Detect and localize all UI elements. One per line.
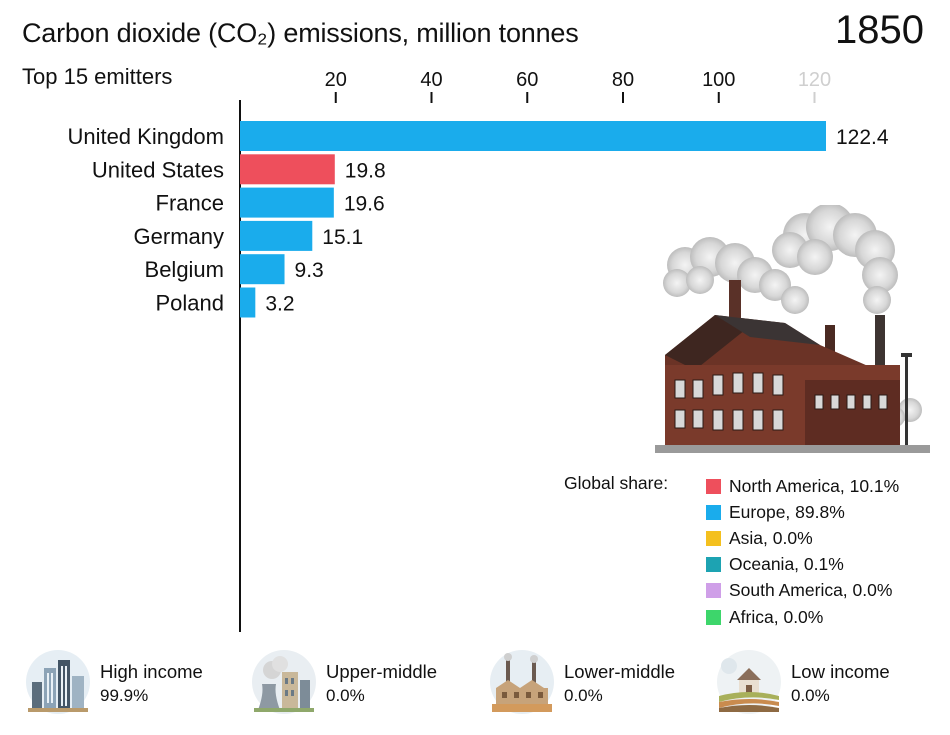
data-label: 19.8 — [345, 159, 386, 182]
legend-swatch — [706, 583, 721, 599]
category-label: United Kingdom — [67, 124, 224, 149]
city-skyline-icon — [26, 650, 90, 714]
bar — [240, 187, 334, 218]
legend-item-oceania: Oceania, 0.1% — [706, 552, 899, 578]
income-group-upper-middle: Upper-middle 0.0% — [250, 648, 437, 716]
x-tick-label: 100 — [702, 69, 735, 91]
legend-item-label: Africa, 0.0% — [729, 606, 824, 627]
income-groups: High income 99.9% Upper-middle 0.0% — [0, 648, 950, 728]
chart-subtitle: Top 15 emitters — [22, 64, 173, 89]
chart-title: Carbon dioxide (CO₂) emissions, million … — [22, 18, 579, 48]
legend-item-north-america: North America, 10.1% — [706, 473, 899, 499]
bar — [240, 121, 826, 151]
data-label: 3.2 — [265, 293, 294, 316]
legend-item-label: Asia, 0.0% — [729, 527, 813, 548]
bar-chart: 20 40 60 80 100 120 United Kingdom 122.4 United … — [67, 69, 889, 632]
x-tick-label: 20 — [325, 69, 347, 91]
legend-item-asia: Asia, 0.0% — [706, 525, 899, 551]
legend-swatch — [706, 609, 721, 625]
legend-item-label: South America, 0.0% — [729, 580, 893, 601]
income-label: Low income — [791, 661, 890, 682]
legend-item-label: North America, 10.1% — [729, 475, 900, 496]
legend-item-europe: Europe, 89.8% — [706, 499, 899, 525]
bar — [240, 220, 313, 251]
legend-swatch — [706, 504, 721, 520]
x-tick-label: 80 — [612, 69, 634, 91]
data-label: 9.3 — [295, 259, 324, 282]
power-plant-icon — [252, 650, 316, 714]
x-tick-label: 60 — [516, 69, 538, 91]
year-label: 1850 — [835, 8, 924, 52]
income-value: 0.0% — [326, 686, 365, 705]
legend-swatch — [706, 478, 721, 494]
income-label: Upper-middle — [326, 661, 438, 682]
category-label: Belgium — [145, 257, 224, 282]
factory-icon — [490, 650, 554, 714]
legend-item-label: Oceania, 0.1% — [729, 554, 844, 575]
income-value: 0.0% — [564, 686, 603, 705]
bar — [240, 254, 285, 285]
legend-item-south-america: South America, 0.0% — [706, 578, 899, 604]
smoking-factory-icon — [655, 205, 930, 453]
income-value: 99.9% — [100, 686, 149, 705]
income-value: 0.0% — [791, 686, 830, 705]
category-label: United States — [92, 157, 224, 182]
legend-item-africa: Africa, 0.0% — [706, 604, 899, 630]
income-label: High income — [100, 661, 203, 682]
farm-barn-icon — [717, 650, 781, 714]
legend-item-label: Europe, 89.8% — [729, 501, 845, 522]
data-label: 15.1 — [322, 226, 363, 249]
income-group-lower-middle: Lower-middle 0.0% — [488, 648, 675, 716]
bar — [240, 287, 256, 318]
legend-swatch — [706, 530, 721, 546]
global-share-label: Global share: — [564, 473, 669, 493]
x-tick-label: 40 — [420, 69, 442, 91]
income-group-low: Low income 0.0% — [715, 648, 890, 716]
data-label: 19.6 — [344, 193, 385, 216]
x-tick-label: 120 — [798, 69, 831, 91]
income-group-high: High income 99.9% — [24, 648, 203, 716]
bar — [240, 154, 335, 185]
legend-list: North America, 10.1% Europe, 89.8% Asia,… — [706, 473, 899, 630]
category-label: France — [156, 191, 224, 216]
data-label: 122.4 — [836, 126, 889, 149]
income-label: Lower-middle — [564, 661, 676, 682]
category-label: Poland — [155, 291, 224, 316]
category-label: Germany — [134, 224, 224, 249]
legend-swatch — [706, 557, 721, 573]
